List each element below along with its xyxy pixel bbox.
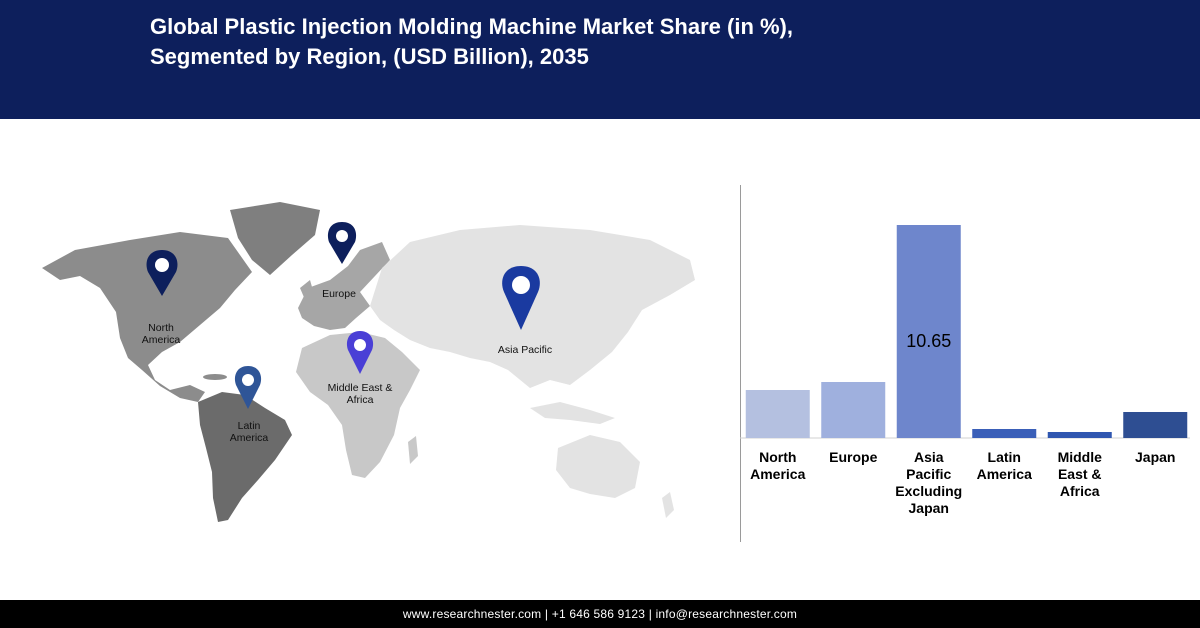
uk-shape (300, 280, 314, 302)
indonesia-shape (530, 402, 615, 424)
pin-latin-america[interactable] (234, 366, 262, 409)
pin-label-north-america: North America (141, 322, 181, 346)
map-pin-icon (234, 366, 262, 409)
category-label-3: Latin America (977, 449, 1032, 482)
bar-4 (1047, 432, 1112, 438)
footer-bar: www.researchnester.com | +1 646 586 9123… (0, 600, 1200, 628)
asia-shape (370, 225, 695, 388)
bar-3 (972, 429, 1037, 438)
madagascar-shape (408, 436, 418, 464)
caribbean-shape (203, 374, 227, 380)
pin-label-latin-america: Latin America (229, 420, 269, 444)
map-pin-icon (146, 250, 178, 296)
africa-shape (296, 332, 420, 478)
map-pin-icon (346, 331, 374, 374)
world-map: North America Europe Asia Pacific Middle … (30, 180, 710, 540)
pin-label-middle-east-africa: Middle East & Africa (327, 382, 393, 406)
pin-dot (242, 374, 254, 386)
bar-1 (821, 382, 886, 438)
category-label-1: Europe (829, 449, 877, 465)
greenland-shape (230, 202, 320, 275)
pin-middle-east-africa[interactable] (346, 331, 374, 374)
chart-y-axis-line (740, 185, 741, 542)
category-label-5: Japan (1135, 449, 1175, 465)
australia-shape (556, 435, 640, 498)
pin-dot (155, 258, 169, 272)
japan-shape (624, 292, 640, 326)
bar-5 (1123, 412, 1188, 438)
map-pin-icon (327, 222, 357, 264)
category-label-2: Asia Pacific Excluding Japan (895, 449, 962, 516)
new-zealand-shape (662, 492, 674, 518)
pin-label-europe: Europe (322, 288, 356, 300)
title-line-1: Global Plastic Injection Molding Machine… (150, 14, 793, 39)
pin-dot (354, 339, 366, 351)
category-label-4: Middle East & Africa (1058, 449, 1103, 499)
world-map-svg (42, 202, 695, 522)
footer-contact: www.researchnester.com | +1 646 586 9123… (402, 607, 798, 621)
page-title: Global Plastic Injection Molding Machine… (150, 12, 1050, 72)
title-line-2: Segmented by Region, (USD Billion), 2035 (150, 44, 589, 69)
pin-dot (512, 276, 530, 294)
bar-2 (896, 225, 961, 438)
map-pin-icon (502, 266, 540, 330)
pin-dot (336, 230, 348, 242)
data-label-2: 10.65 (906, 331, 951, 351)
pin-label-asia-pacific: Asia Pacific (497, 344, 553, 356)
south-america-shape (198, 392, 292, 522)
category-label-0: North America (750, 449, 805, 482)
pin-north-america[interactable] (146, 250, 178, 296)
header-banner: Global Plastic Injection Molding Machine… (0, 0, 1200, 119)
pin-europe[interactable] (327, 222, 357, 264)
bar-chart: North America Europe 10.65 Asia Pacific Exclud… (740, 225, 1190, 516)
europe-shape (298, 242, 390, 330)
north-america-shape (42, 232, 252, 402)
pin-asia-pacific[interactable] (502, 266, 540, 330)
bar-0 (745, 390, 810, 438)
